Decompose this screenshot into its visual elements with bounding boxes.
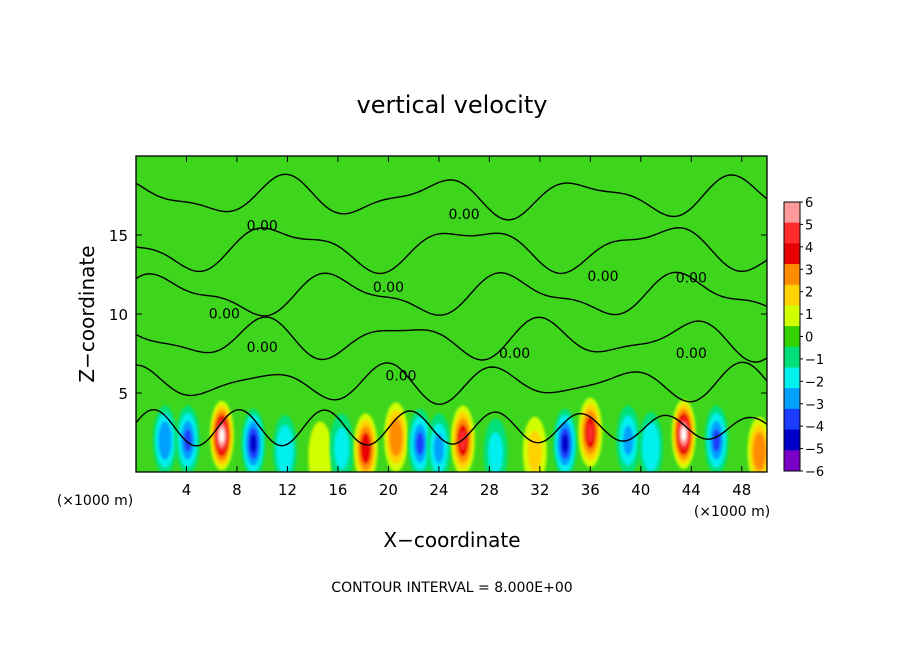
x-tick-label: 36 bbox=[581, 481, 600, 499]
velocity-cell bbox=[272, 415, 297, 472]
contour-label: 0.00 bbox=[385, 368, 416, 384]
colorbar-swatch bbox=[784, 450, 800, 472]
colorbar-swatch bbox=[784, 202, 800, 224]
colorbar-tick-label: −6 bbox=[805, 465, 824, 480]
x-tick-label: 32 bbox=[530, 481, 549, 499]
colorbar-tick-label: −4 bbox=[805, 420, 824, 435]
colorbar-tick-label: −2 bbox=[805, 375, 824, 390]
velocity-cell bbox=[241, 408, 266, 472]
x-tick-label: 48 bbox=[732, 481, 751, 499]
velocity-cell bbox=[553, 408, 578, 472]
y-tick-label: 5 bbox=[118, 385, 128, 403]
y-ticks: 5 10 15 bbox=[109, 227, 767, 403]
x-unit-right: (×1000 m) bbox=[694, 504, 770, 520]
x-tick-label: 40 bbox=[631, 481, 650, 499]
velocity-cell bbox=[426, 413, 451, 472]
velocity-cell bbox=[522, 416, 547, 472]
colorbar-swatch bbox=[784, 305, 800, 327]
colorbar-tick-label: 6 bbox=[805, 196, 813, 211]
x-axis-label: X−coordinate bbox=[383, 528, 520, 552]
colorbar-swatch bbox=[784, 429, 800, 451]
velocity-cell bbox=[704, 405, 729, 472]
contour-label: 0.00 bbox=[676, 270, 707, 286]
colorbar: 6 5 4 3 2 1 0 −1 −2 −3 −4 −5 −6 bbox=[783, 196, 824, 480]
velocity-cell bbox=[353, 413, 378, 472]
x-tick-label: 4 bbox=[182, 481, 192, 499]
x-tick-label: 24 bbox=[429, 481, 448, 499]
zero-contour-line bbox=[136, 271, 767, 317]
contour-label: 0.00 bbox=[449, 207, 480, 223]
colorbar-tick-label: −5 bbox=[805, 443, 824, 458]
contour-labels: 0.00 0.00 0.00 0.00 0.00 0.00 0.00 0.00 0.00 0.00 bbox=[209, 207, 707, 384]
velocity-cell bbox=[578, 397, 603, 468]
velocity-cell bbox=[329, 413, 354, 472]
colorbar-tick-label: 2 bbox=[805, 286, 813, 301]
colorbar-swatch bbox=[784, 326, 800, 348]
x-tick-label: 20 bbox=[379, 481, 398, 499]
contour-label: 0.00 bbox=[499, 346, 530, 362]
zero-contour-line bbox=[136, 361, 767, 406]
field-background bbox=[136, 156, 767, 472]
zero-contour-line bbox=[136, 408, 767, 447]
contour-label: 0.00 bbox=[209, 307, 240, 323]
contour-label: 0.00 bbox=[247, 218, 278, 234]
y-tick-label: 15 bbox=[109, 227, 128, 245]
colorbar-tick-label: −3 bbox=[805, 398, 824, 413]
colorbar-tick-label: 0 bbox=[805, 331, 813, 346]
colorbar-swatch bbox=[784, 284, 800, 306]
contour-interval-note: CONTOUR INTERVAL = 8.000E+00 bbox=[331, 580, 572, 596]
colorbar-swatch bbox=[784, 346, 800, 369]
x-tick-label: 44 bbox=[682, 481, 701, 499]
colorbar-swatch bbox=[784, 264, 800, 286]
plot-area: 0.000.000.000.00 0.000.000.000.000.00 0.00… bbox=[109, 155, 768, 499]
x-tick-label: 28 bbox=[480, 481, 499, 499]
colorbar-tick-label: −1 bbox=[805, 353, 824, 368]
velocity-cell bbox=[209, 400, 234, 471]
colorbar-swatch bbox=[784, 367, 800, 389]
x-unit-left: (×1000 m) bbox=[57, 493, 133, 509]
colorbar-tick-label: 1 bbox=[805, 308, 813, 323]
zero-contours bbox=[136, 173, 767, 447]
velocity-cell bbox=[483, 418, 508, 472]
contour-label: 0.00 bbox=[247, 340, 278, 356]
zero-contour-line bbox=[136, 173, 767, 221]
colorbar-swatch bbox=[784, 388, 800, 410]
contour-label: 0.00 bbox=[676, 346, 707, 362]
chart-title: vertical velocity bbox=[357, 91, 548, 119]
x-tick-label: 16 bbox=[328, 481, 347, 499]
x-tick-label: 8 bbox=[232, 481, 242, 499]
y-tick-label: 10 bbox=[109, 306, 128, 324]
x-tick-label: 12 bbox=[278, 481, 297, 499]
velocity-field bbox=[153, 397, 767, 472]
zero-contour-line bbox=[136, 227, 767, 275]
contour-label: 0.00 bbox=[373, 280, 404, 296]
colorbar-swatch bbox=[784, 222, 800, 244]
colorbar-tick-label: 4 bbox=[805, 241, 813, 256]
y-axis-label: Z−coordinate bbox=[75, 245, 99, 382]
velocity-cell bbox=[671, 399, 696, 469]
contour-label: 0.00 bbox=[587, 269, 618, 285]
colorbar-tick-label: 3 bbox=[805, 263, 813, 278]
zero-contour-line bbox=[136, 316, 767, 363]
velocity-cell bbox=[175, 405, 200, 472]
colorbar-tick-label: 5 bbox=[805, 218, 813, 233]
velocity-cell bbox=[308, 421, 333, 472]
x-ticks: 4 8 12 16 20 24 28 32 36 40 44 48 bbox=[182, 156, 751, 499]
colorbar-swatch bbox=[784, 408, 800, 431]
velocity-cell bbox=[407, 408, 432, 472]
velocity-cell bbox=[747, 416, 767, 472]
colorbar-swatch bbox=[784, 243, 800, 265]
